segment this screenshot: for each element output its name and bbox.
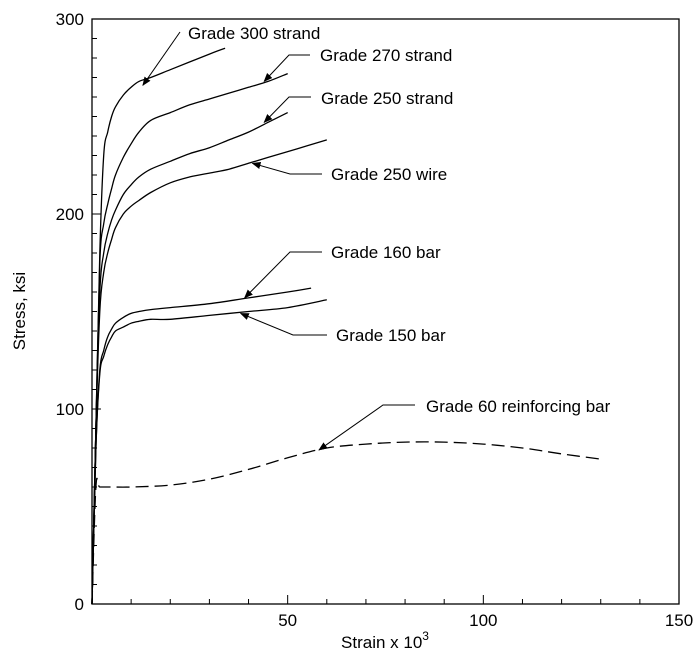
annotation-label: Grade 150 bar [336, 326, 446, 345]
series-line-4 [91, 139, 327, 605]
x-tick-label: 150 [665, 611, 693, 630]
y-tick-label: 300 [56, 10, 84, 29]
y-tick-label: 0 [75, 595, 84, 614]
x-tick-label: 50 [278, 611, 297, 630]
x-tick-label: 100 [469, 611, 497, 630]
annotation-label: Grade 160 bar [331, 243, 441, 262]
series-line-5 [91, 287, 312, 605]
annotation-arrow [263, 54, 310, 83]
y-axis-label: Stress, ksi [10, 272, 29, 350]
annotation-arrow [318, 404, 415, 451]
y-tick-label: 200 [56, 205, 84, 224]
annotation-arrow [142, 31, 181, 87]
series-line-3 [91, 112, 288, 605]
series-line-2 [91, 72, 288, 605]
series-layer [91, 47, 605, 605]
annotation-label: Grade 250 wire [331, 165, 447, 184]
x-axis-label: Strain x 103 [341, 629, 429, 652]
x-axis-label-exponent: 3 [422, 629, 429, 643]
series-line-7 [91, 441, 605, 605]
annotation-arrow [251, 162, 322, 175]
annotation-label: Grade 60 reinforcing bar [426, 397, 611, 416]
annotation-arrow [239, 312, 327, 336]
tick-marks [92, 38, 641, 604]
annotation-label: Grade 250 strand [321, 89, 453, 108]
annotation-arrow [263, 96, 311, 123]
series-line-6 [91, 299, 327, 605]
x-axis-label-main: Strain x 10 [341, 633, 422, 652]
annotation-arrow [243, 251, 322, 299]
annotation-label: Grade 270 strand [320, 46, 452, 65]
tick-label-layer: 0 100 200 300 50 100 150 [56, 10, 694, 630]
series-line-1 [91, 47, 226, 605]
annotation-label: Grade 300 strand [188, 24, 320, 43]
y-tick-label: 100 [56, 400, 84, 419]
